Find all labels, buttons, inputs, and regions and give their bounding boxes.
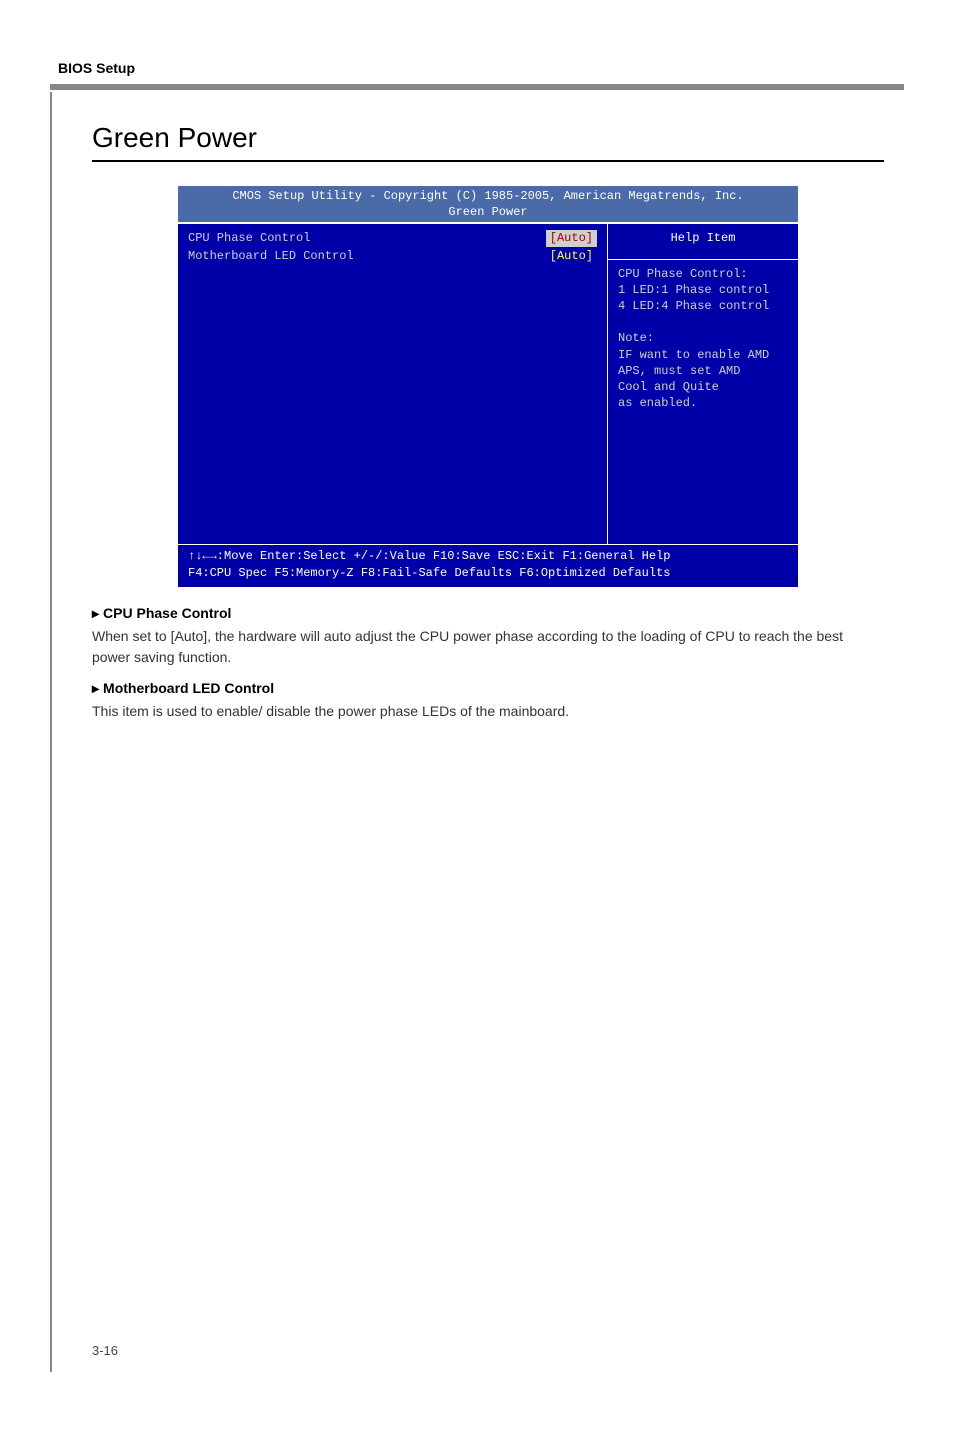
bios-setting-row[interactable]: CPU Phase Control [Auto]	[188, 230, 597, 246]
setting-label: CPU Phase Control	[188, 230, 546, 246]
section-header: BIOS Setup	[50, 60, 904, 76]
item-heading-text: CPU Phase Control	[103, 605, 231, 621]
bios-settings-panel: CPU Phase Control [Auto] Motherboard LED…	[178, 224, 608, 544]
item-description: When set to [Auto], the hardware will au…	[92, 626, 884, 668]
help-separator	[608, 259, 798, 260]
bios-screenshot: CMOS Setup Utility - Copyright (C) 1985-…	[178, 186, 798, 587]
title-rule	[92, 160, 884, 162]
item-heading: ▸CPU Phase Control	[92, 605, 884, 622]
page-number: 3-16	[92, 1343, 118, 1358]
header-rule	[50, 84, 904, 90]
item-description: This item is used to enable/ disable the…	[92, 701, 884, 722]
bios-titlebar: CMOS Setup Utility - Copyright (C) 1985-…	[178, 186, 798, 223]
footer-line2: F4:CPU Spec F5:Memory-Z F8:Fail-Safe Def…	[188, 565, 788, 581]
bios-footer: ↑↓←→:Move Enter:Select +/-/:Value F10:Sa…	[178, 544, 798, 586]
setting-value[interactable]: [Auto]	[546, 248, 597, 264]
triangle-marker-icon: ▸	[92, 680, 99, 697]
bios-setting-row[interactable]: Motherboard LED Control [Auto]	[188, 248, 597, 264]
content-frame: Green Power CMOS Setup Utility - Copyrig…	[50, 92, 904, 1372]
triangle-marker-icon: ▸	[92, 605, 99, 622]
bios-title-line2: Green Power	[178, 204, 798, 220]
bios-help-panel: Help Item CPU Phase Control: 1 LED:1 Pha…	[608, 224, 798, 544]
footer-line1: ↑↓←→:Move Enter:Select +/-/:Value F10:Sa…	[188, 548, 788, 564]
page-title: Green Power	[92, 122, 884, 154]
help-title: Help Item	[618, 230, 788, 252]
item-heading: ▸Motherboard LED Control	[92, 680, 884, 697]
setting-value[interactable]: [Auto]	[546, 230, 597, 246]
help-text: CPU Phase Control: 1 LED:1 Phase control…	[618, 266, 788, 412]
item-heading-text: Motherboard LED Control	[103, 680, 274, 696]
setting-label: Motherboard LED Control	[188, 248, 546, 264]
bios-title-line1: CMOS Setup Utility - Copyright (C) 1985-…	[178, 188, 798, 204]
